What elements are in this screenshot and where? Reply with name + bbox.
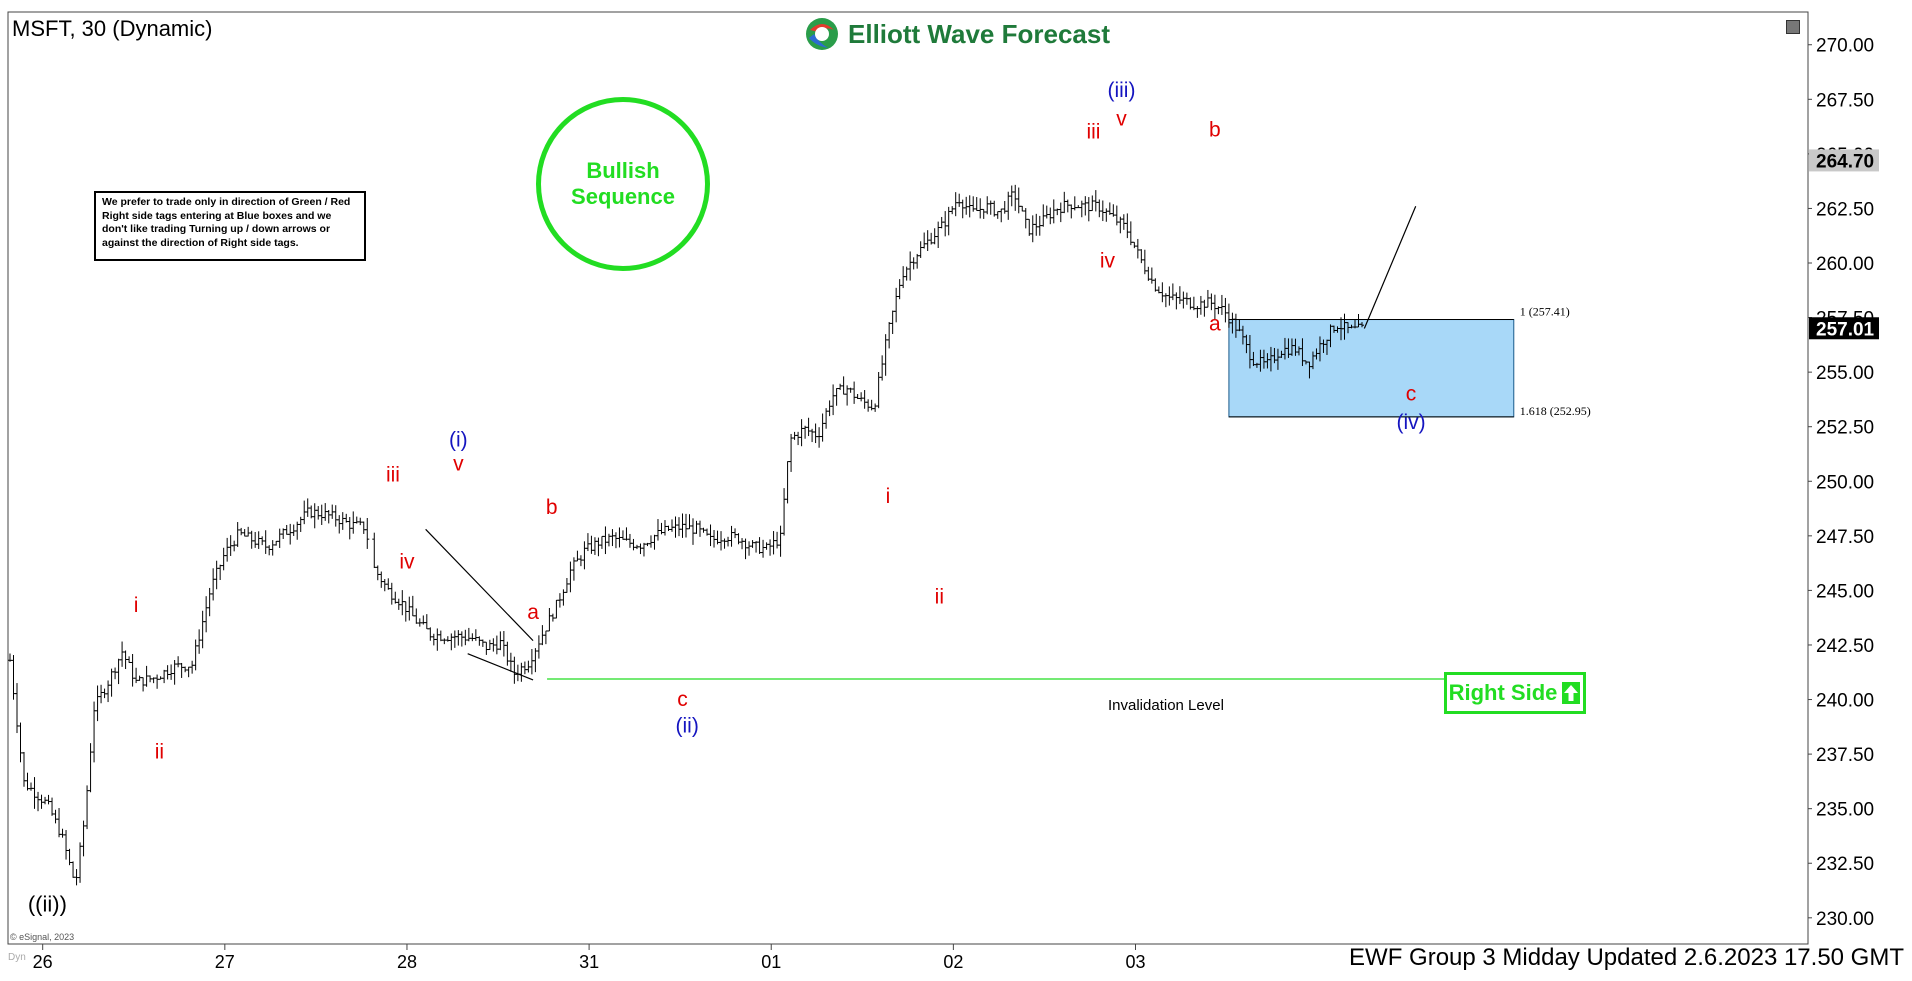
wave-label: c	[1406, 383, 1417, 406]
bullish-sequence-badge: Bullish Sequence	[536, 97, 710, 271]
last-price-label: 257.01	[1816, 319, 1875, 340]
trading-note: We prefer to trade only in direction of …	[94, 191, 366, 261]
bullish-sequence-text: Bullish Sequence	[571, 158, 675, 209]
x-tick-label: 03	[1125, 952, 1145, 972]
x-tick-label: 27	[215, 952, 235, 972]
x-tick-label: 01	[761, 952, 781, 972]
triangle-upper	[425, 528, 534, 642]
blue-box-layer: 1 (257.41) 1.618 (252.95)	[1228, 305, 1591, 418]
y-tick-label: 252.50	[1816, 418, 1874, 439]
wave-label: ii	[935, 586, 944, 609]
wave-label: (iii)	[1107, 79, 1135, 102]
right-side-text: Right Side	[1448, 680, 1558, 705]
y-tick-label: 267.50	[1816, 90, 1874, 111]
logo: Elliott Wave Forecast	[804, 14, 1110, 54]
copyright-text: © eSignal, 2023	[10, 932, 75, 942]
y-tick-label: 260.00	[1816, 254, 1874, 275]
wave-label: b	[546, 496, 558, 519]
wave-label: iv	[399, 551, 415, 574]
y-tick-label: 247.50	[1816, 527, 1874, 548]
y-tick-label: 230.00	[1816, 909, 1874, 930]
x-tick-label: 26	[33, 952, 53, 972]
ewf-globe-icon	[806, 18, 838, 50]
wave-labels-layer: ((ii))iiiiiiivv(i)abc(ii)iiiiiiivv(iii)b…	[28, 79, 1426, 916]
wave-label: i	[886, 485, 891, 508]
projection-arrow	[1363, 206, 1417, 329]
y-tick-label: 240.00	[1816, 691, 1874, 712]
wave-label: v	[1116, 107, 1127, 130]
wave-label: (i)	[449, 428, 468, 451]
box-lower-label: 1.618 (252.95)	[1520, 404, 1591, 418]
high-price-label: 264.70	[1816, 151, 1874, 172]
update-footer: EWF Group 3 Midday Updated 2.6.2023 17.5…	[1349, 944, 1904, 971]
y-tick-label: 245.00	[1816, 581, 1874, 602]
y-tick-label: 242.50	[1816, 636, 1874, 657]
y-tick-label: 237.50	[1816, 745, 1874, 766]
wave-label: ((ii))	[28, 891, 67, 916]
restore-window-icon[interactable]	[1786, 20, 1800, 34]
wave-label: v	[453, 452, 464, 475]
symbol-title: MSFT, 30 (Dynamic)	[12, 16, 213, 41]
price-bars-layer	[8, 184, 1365, 886]
dyn-label: Dyn	[8, 952, 26, 963]
y-tick-label: 262.50	[1816, 199, 1874, 220]
high-price-tag	[1809, 149, 1879, 172]
wave-label: a	[1209, 313, 1221, 336]
wave-label: a	[527, 601, 539, 624]
wave-label: (iv)	[1396, 411, 1425, 434]
y-tick-label: 235.00	[1816, 800, 1874, 821]
blue-box-zone	[1228, 319, 1515, 418]
triangle-lower	[467, 653, 534, 681]
box-upper-label: 1 (257.41)	[1520, 305, 1570, 319]
wave-label: iv	[1100, 249, 1116, 272]
wave-label: iii	[1086, 121, 1100, 144]
y-tick-label: 270.00	[1816, 36, 1874, 57]
y-tick-label: 255.00	[1816, 363, 1874, 384]
right-side-tag: Right Side	[1444, 672, 1586, 714]
last-price-tag	[1809, 317, 1879, 340]
wave-label: iii	[386, 463, 400, 486]
wave-label: b	[1209, 118, 1221, 141]
up-arrow-icon	[1562, 682, 1581, 704]
y-tick-label: 232.50	[1816, 854, 1874, 875]
y-tick-label: 250.00	[1816, 472, 1874, 493]
logo-text: Elliott Wave Forecast	[848, 18, 1110, 49]
x-tick-label: 28	[397, 952, 417, 972]
wave-label: c	[677, 688, 688, 711]
x-tick-label: 31	[579, 952, 599, 972]
x-tick-label: 02	[943, 952, 963, 972]
axis-layer: 270.00267.50265.00262.50260.00257.50255.…	[33, 12, 1879, 972]
wave-label: ii	[155, 740, 164, 763]
wave-label: i	[134, 594, 139, 617]
invalidation-label: Invalidation Level	[1108, 697, 1224, 714]
wave-label: (ii)	[676, 714, 699, 737]
plot-area	[7, 11, 1809, 945]
